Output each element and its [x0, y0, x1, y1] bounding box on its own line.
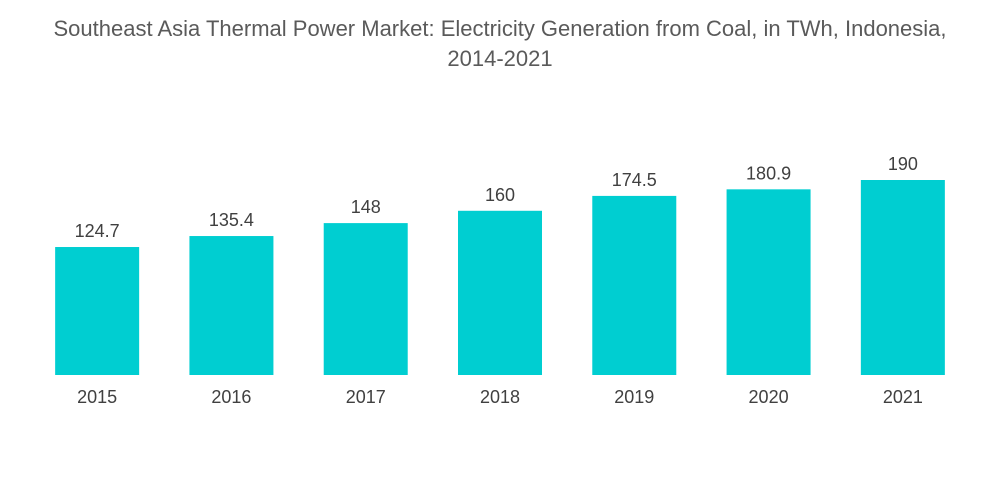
bar-2018 [458, 210, 542, 375]
bar-2020 [726, 189, 811, 375]
x-tick-label-2020: 2020 [749, 387, 789, 407]
value-label-2018: 160 [485, 185, 515, 205]
value-label-2021: 190 [888, 154, 918, 174]
bar-2017 [323, 223, 408, 375]
value-labels-group: 124.7 135.4 148 160 174.5 180.9 190 [75, 154, 918, 241]
bar-2016 [189, 236, 274, 375]
value-label-2016: 135.4 [209, 210, 254, 230]
bar-2021 [860, 180, 945, 375]
bars-group [55, 180, 945, 375]
bar-2019 [592, 195, 677, 375]
value-label-2020: 180.9 [746, 163, 791, 183]
x-tick-label-2021: 2021 [883, 387, 923, 407]
value-label-2017: 148 [351, 197, 381, 217]
x-tick-label-2018: 2018 [480, 387, 520, 407]
bar-2015 [55, 247, 140, 375]
chart-title: Southeast Asia Thermal Power Market: Ele… [53, 16, 947, 71]
value-label-2019: 174.5 [612, 170, 657, 190]
value-label-2015: 124.7 [75, 221, 120, 241]
x-axis-ticks-group: 2015 2016 2017 2018 2019 2020 2021 [77, 387, 923, 407]
x-tick-label-2019: 2019 [614, 387, 654, 407]
x-tick-label-2017: 2017 [346, 387, 386, 407]
x-tick-label-2016: 2016 [211, 387, 251, 407]
x-tick-label-2015: 2015 [77, 387, 117, 407]
